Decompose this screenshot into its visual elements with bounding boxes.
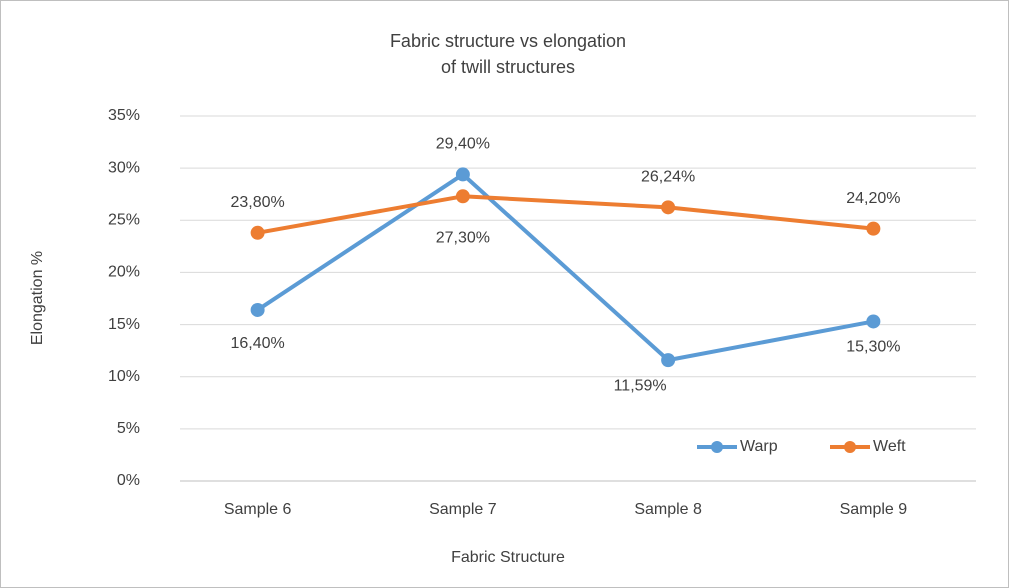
- data-label: 24,20%: [846, 190, 900, 207]
- chart-title: Fabric structure vs elongation: [390, 31, 626, 51]
- marker: [661, 353, 676, 368]
- y-tick-label: 10%: [108, 368, 140, 385]
- line: [256, 172, 874, 363]
- y-tick-label: 20%: [108, 264, 140, 281]
- x-tick-label: Sample 6: [224, 501, 292, 518]
- data-label: 11,59%: [614, 377, 667, 394]
- legend-marker: [711, 441, 723, 453]
- data-label: 16,40%: [230, 335, 284, 352]
- marker: [866, 221, 881, 236]
- marker: [455, 167, 470, 182]
- marker: [866, 314, 881, 329]
- x-tick-label: Sample 8: [634, 501, 702, 518]
- y-axis-label: Elongation %: [29, 251, 46, 345]
- y-tick-label: 25%: [108, 212, 140, 229]
- y-tick-label: 35%: [108, 107, 140, 124]
- y-tick-label: 5%: [117, 420, 140, 437]
- y-tick-label: 15%: [108, 316, 140, 333]
- y-tick-label: 30%: [108, 159, 140, 176]
- data-label: 15,30%: [846, 339, 900, 356]
- marker: [661, 200, 676, 215]
- data-label: 27,30%: [436, 230, 490, 247]
- chart-title: of twill structures: [441, 57, 575, 77]
- x-tick-label: Sample 7: [429, 501, 497, 518]
- legend-label: Weft: [873, 438, 906, 455]
- data-label: 29,40%: [436, 136, 490, 153]
- line: [257, 194, 874, 235]
- y-tick-label: 0%: [117, 472, 140, 489]
- x-axis-label: Fabric Structure: [451, 549, 565, 566]
- data-label: 26,24%: [641, 169, 695, 186]
- marker: [250, 225, 265, 240]
- marker: [455, 189, 470, 204]
- legend-label: Warp: [740, 438, 778, 455]
- data-label: 23,80%: [230, 194, 284, 211]
- x-tick-label: Sample 9: [840, 501, 908, 518]
- marker: [250, 302, 265, 317]
- legend-marker: [844, 441, 856, 453]
